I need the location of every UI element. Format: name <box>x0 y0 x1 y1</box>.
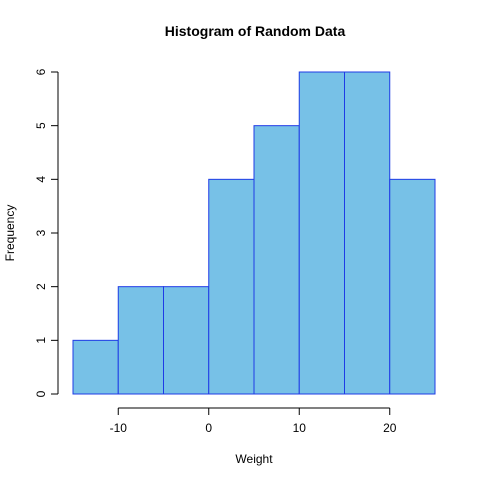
chart-title: Histogram of Random Data <box>165 23 346 39</box>
y-axis: 0 1 2 3 4 5 6 <box>34 68 59 397</box>
histogram-bar-6 <box>298 71 345 395</box>
y-tick-label: 1 <box>34 337 48 344</box>
histogram-bar-2 <box>117 286 164 395</box>
x-axis-label: Weight <box>235 452 273 466</box>
y-tick-label: 6 <box>34 68 48 75</box>
histogram-bar-5 <box>253 125 300 395</box>
x-axis: -10 0 10 20 <box>110 407 397 435</box>
y-tick-label: 4 <box>34 176 48 183</box>
histogram-bar-7 <box>344 71 391 395</box>
x-tick-label: 0 <box>205 421 212 435</box>
x-tick-label: 20 <box>383 421 397 435</box>
x-tick-label: -10 <box>110 421 128 435</box>
bars-group <box>72 71 436 395</box>
histogram-bar-3 <box>163 286 210 395</box>
histogram-bar-4 <box>208 178 255 395</box>
y-tick-label: 5 <box>34 122 48 129</box>
x-tick-label: 10 <box>293 421 307 435</box>
y-tick-label: 3 <box>34 229 48 236</box>
y-tick-label: 2 <box>34 283 48 290</box>
histogram-bar-1 <box>72 339 119 395</box>
y-tick-label: 0 <box>34 390 48 397</box>
y-axis-label: Frequency <box>3 205 17 262</box>
histogram-bar-8 <box>389 178 436 395</box>
